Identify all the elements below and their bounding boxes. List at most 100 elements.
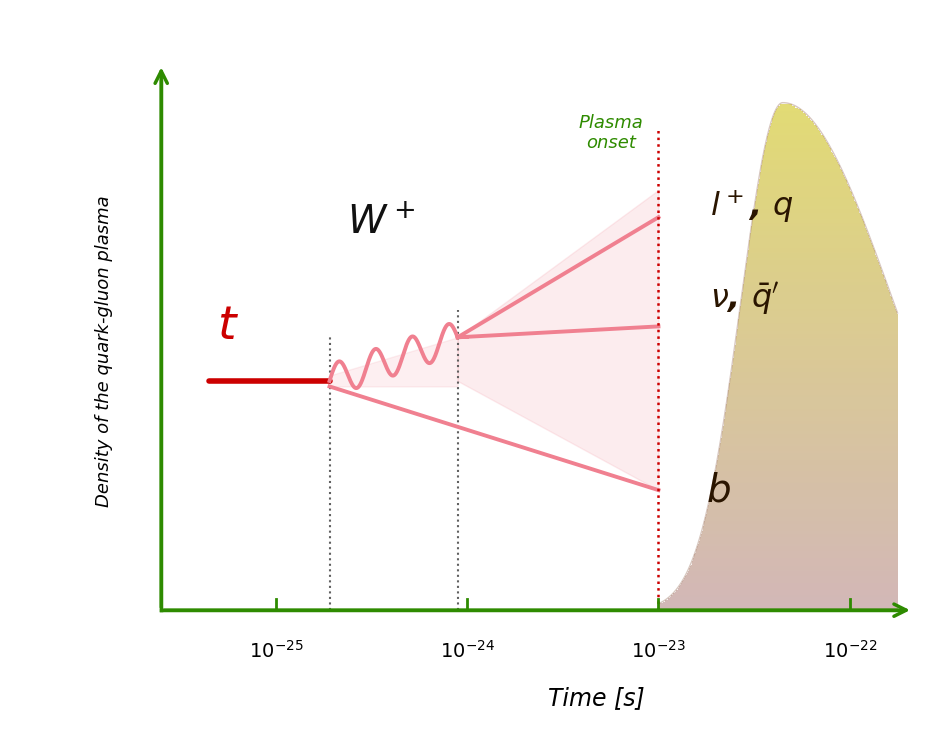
Polygon shape (716, 464, 897, 467)
Polygon shape (680, 585, 897, 586)
Polygon shape (718, 450, 897, 451)
Polygon shape (764, 150, 831, 152)
Polygon shape (693, 558, 897, 559)
Polygon shape (748, 250, 873, 252)
Polygon shape (737, 322, 897, 324)
Polygon shape (666, 598, 897, 600)
Polygon shape (739, 305, 894, 308)
Polygon shape (742, 292, 889, 293)
Polygon shape (763, 152, 832, 153)
Polygon shape (724, 418, 897, 419)
Polygon shape (747, 259, 876, 260)
Polygon shape (750, 231, 867, 233)
Polygon shape (772, 116, 807, 118)
Polygon shape (713, 480, 897, 481)
Polygon shape (724, 412, 897, 414)
Text: $10^{-24}$: $10^{-24}$ (439, 640, 494, 662)
Polygon shape (755, 195, 852, 198)
Polygon shape (688, 570, 897, 571)
Polygon shape (750, 228, 865, 230)
Polygon shape (716, 461, 897, 463)
Polygon shape (722, 427, 897, 429)
Polygon shape (739, 309, 895, 311)
Polygon shape (693, 556, 897, 558)
Polygon shape (752, 218, 861, 219)
Polygon shape (743, 285, 886, 287)
Polygon shape (744, 277, 884, 279)
Polygon shape (743, 280, 885, 282)
Polygon shape (740, 302, 892, 304)
Polygon shape (698, 542, 897, 544)
Polygon shape (754, 204, 856, 206)
Polygon shape (768, 130, 818, 132)
Polygon shape (729, 382, 897, 383)
Polygon shape (734, 345, 897, 346)
Polygon shape (713, 481, 897, 483)
Polygon shape (665, 600, 897, 602)
Polygon shape (695, 551, 897, 553)
Polygon shape (706, 510, 897, 512)
Polygon shape (718, 452, 897, 455)
Polygon shape (769, 125, 815, 126)
Polygon shape (749, 240, 869, 241)
Polygon shape (705, 513, 897, 516)
Polygon shape (715, 473, 897, 475)
Polygon shape (690, 565, 897, 566)
Polygon shape (737, 319, 897, 321)
Polygon shape (686, 573, 897, 574)
Polygon shape (730, 377, 897, 378)
Polygon shape (726, 400, 897, 402)
Polygon shape (738, 312, 896, 314)
Polygon shape (717, 455, 897, 456)
Polygon shape (684, 577, 897, 578)
Text: $l^+$, $q$: $l^+$, $q$ (709, 187, 793, 225)
Polygon shape (754, 201, 854, 202)
Polygon shape (728, 392, 897, 394)
Polygon shape (766, 140, 825, 142)
Polygon shape (734, 343, 897, 345)
Polygon shape (767, 137, 823, 138)
Polygon shape (762, 157, 834, 158)
Text: $10^{-23}$: $10^{-23}$ (631, 640, 685, 662)
Polygon shape (758, 181, 846, 182)
Polygon shape (727, 397, 897, 399)
Polygon shape (712, 488, 897, 490)
Polygon shape (745, 267, 880, 268)
Polygon shape (731, 370, 897, 372)
Polygon shape (732, 366, 897, 369)
Polygon shape (738, 317, 897, 319)
Polygon shape (750, 238, 868, 240)
Polygon shape (659, 603, 897, 605)
Polygon shape (725, 407, 897, 409)
Polygon shape (765, 146, 829, 149)
Polygon shape (744, 279, 885, 280)
Polygon shape (745, 272, 882, 273)
Polygon shape (719, 444, 897, 446)
Polygon shape (735, 333, 897, 334)
Polygon shape (762, 158, 835, 160)
Polygon shape (753, 212, 859, 214)
Polygon shape (753, 210, 858, 211)
Polygon shape (746, 262, 878, 263)
Polygon shape (683, 580, 897, 582)
Polygon shape (670, 595, 897, 597)
Polygon shape (764, 149, 830, 150)
Polygon shape (720, 439, 897, 441)
Polygon shape (758, 179, 845, 181)
Polygon shape (714, 478, 897, 480)
Polygon shape (743, 282, 885, 284)
Polygon shape (733, 360, 897, 362)
Polygon shape (750, 236, 868, 238)
Polygon shape (696, 549, 897, 551)
Polygon shape (749, 243, 870, 244)
Polygon shape (721, 431, 897, 432)
Polygon shape (767, 132, 819, 133)
Polygon shape (763, 153, 833, 155)
Polygon shape (734, 346, 897, 348)
Polygon shape (702, 528, 897, 529)
Polygon shape (723, 424, 897, 426)
Polygon shape (723, 422, 897, 424)
Polygon shape (697, 546, 897, 548)
Polygon shape (717, 458, 897, 460)
Polygon shape (703, 521, 897, 522)
